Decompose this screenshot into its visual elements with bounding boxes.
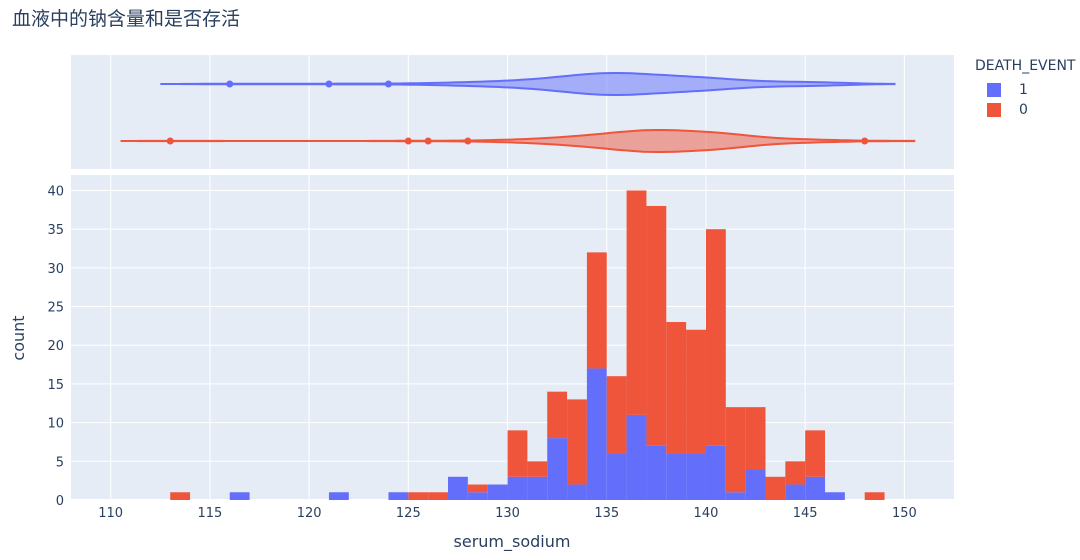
x-tick-label: 140 bbox=[694, 506, 719, 521]
bar-death-1 bbox=[328, 492, 349, 500]
y-tick-label: 0 bbox=[56, 494, 64, 509]
x-axis-label: serum_sodium bbox=[454, 532, 571, 552]
violin-outlier-point-0 bbox=[464, 137, 472, 145]
bar-death-1 bbox=[725, 492, 746, 500]
bar-death-0 bbox=[765, 476, 786, 500]
x-tick-label: 130 bbox=[495, 506, 520, 521]
bar-death-0 bbox=[785, 461, 806, 485]
bar-death-0 bbox=[745, 407, 766, 470]
legend-label-1: 1 bbox=[1019, 82, 1028, 98]
violin-outlier-point-0 bbox=[861, 137, 869, 145]
bar-death-1 bbox=[646, 445, 667, 500]
violin-shape-0 bbox=[120, 129, 916, 153]
bar-death-0 bbox=[606, 376, 627, 454]
y-tick-label: 10 bbox=[47, 417, 64, 432]
tick-layer: 110 115 120 125 130 135 140 145 150 0 5 10 15 20 25 30 3… bbox=[47, 184, 916, 521]
bar-death-1 bbox=[567, 484, 587, 500]
bar-death-0 bbox=[170, 492, 191, 500]
bar-death-1 bbox=[487, 484, 508, 500]
bar-death-0 bbox=[408, 492, 429, 500]
legend-label-0: 0 bbox=[1019, 102, 1028, 118]
bar-death-0 bbox=[586, 252, 607, 369]
legend-swatch-1 bbox=[987, 83, 1001, 97]
bar-death-1 bbox=[626, 414, 647, 500]
bar-death-0 bbox=[725, 407, 746, 493]
x-tick-label: 115 bbox=[197, 506, 222, 521]
y-tick-label: 5 bbox=[56, 455, 64, 470]
bar-death-1 bbox=[507, 476, 528, 500]
violin-outlier-point-0 bbox=[404, 137, 412, 145]
x-tick-label: 145 bbox=[793, 506, 818, 521]
y-tick-label: 35 bbox=[47, 223, 64, 238]
violin-shape-1 bbox=[160, 72, 896, 96]
x-tick-label: 135 bbox=[594, 506, 619, 521]
bar-death-0 bbox=[567, 399, 587, 485]
legend: DEATH_EVENT 1 0 bbox=[975, 58, 1076, 120]
legend-title: DEATH_EVENT bbox=[975, 58, 1076, 74]
bar-death-0 bbox=[467, 484, 488, 493]
bar-death-1 bbox=[686, 453, 706, 500]
bar-death-1 bbox=[547, 438, 568, 500]
bar-death-1 bbox=[705, 445, 726, 500]
violin-layer bbox=[120, 72, 916, 153]
legend-item-0[interactable]: 0 bbox=[975, 100, 1076, 120]
bar-death-1 bbox=[388, 492, 409, 500]
bar-death-0 bbox=[805, 430, 826, 477]
y-tick-label: 40 bbox=[47, 184, 64, 199]
legend-swatch-0 bbox=[987, 103, 1001, 117]
bar-death-1 bbox=[586, 368, 607, 500]
x-tick-label: 150 bbox=[892, 506, 917, 521]
bar-layer bbox=[170, 190, 885, 500]
violin-outlier-point-1 bbox=[384, 80, 392, 88]
y-tick-label: 30 bbox=[47, 262, 64, 277]
bar-death-0 bbox=[626, 190, 647, 415]
legend-item-1[interactable]: 1 bbox=[975, 80, 1076, 100]
chart-title: 血液中的钠含量和是否存活 bbox=[12, 8, 241, 30]
x-tick-label: 110 bbox=[98, 506, 123, 521]
bar-death-1 bbox=[606, 453, 627, 500]
y-tick-label: 15 bbox=[47, 378, 64, 393]
bar-death-1 bbox=[229, 492, 250, 500]
bar-death-0 bbox=[428, 492, 449, 500]
x-tick-label: 125 bbox=[396, 506, 421, 521]
bar-death-1 bbox=[745, 469, 766, 500]
bar-death-1 bbox=[666, 453, 687, 500]
y-axis-label: count bbox=[9, 315, 28, 360]
bar-death-0 bbox=[646, 205, 667, 446]
violin-outlier-point-0 bbox=[166, 137, 174, 145]
violin-outlier-point-1 bbox=[325, 80, 333, 88]
bar-death-0 bbox=[547, 391, 568, 439]
bar-death-0 bbox=[864, 492, 885, 500]
y-tick-label: 25 bbox=[47, 301, 64, 316]
bar-death-0 bbox=[507, 430, 528, 477]
bar-death-0 bbox=[527, 461, 548, 477]
bar-death-0 bbox=[686, 329, 706, 454]
violin-outlier-point-0 bbox=[424, 137, 432, 145]
bar-death-1 bbox=[785, 484, 806, 500]
bar-death-0 bbox=[666, 322, 687, 454]
bar-death-1 bbox=[825, 492, 845, 500]
bar-death-1 bbox=[527, 476, 548, 500]
bar-death-1 bbox=[805, 476, 826, 500]
bar-death-1 bbox=[467, 492, 488, 500]
y-tick-label: 20 bbox=[47, 339, 64, 354]
violin-plot-area bbox=[71, 55, 954, 169]
bar-death-1 bbox=[448, 476, 468, 500]
bar-death-0 bbox=[705, 229, 726, 446]
x-tick-label: 120 bbox=[297, 506, 322, 521]
violin-outlier-point-1 bbox=[226, 80, 234, 88]
